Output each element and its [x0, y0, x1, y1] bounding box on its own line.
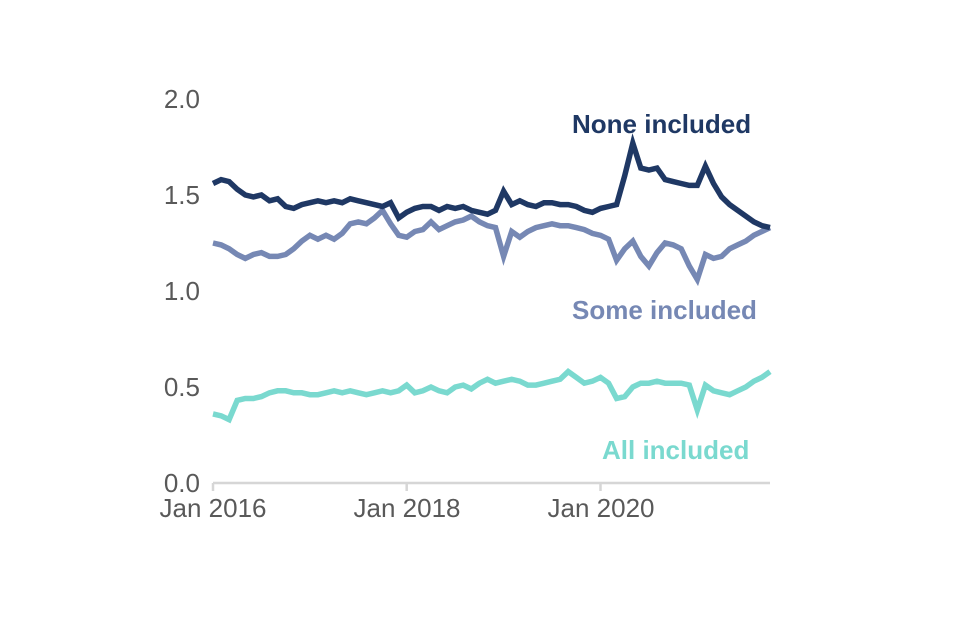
series-label-some-included: Some included — [572, 295, 757, 325]
y-tick-label: 1.5 — [163, 180, 200, 210]
x-tick-label: Jan 2020 — [547, 493, 655, 523]
y-tick-label: 1.0 — [163, 276, 200, 306]
y-tick-label: 2.0 — [163, 84, 200, 114]
y-tick-label: 0.0 — [163, 468, 200, 498]
line-some-included — [212, 206, 772, 287]
x-tick-label: Jan 2018 — [353, 493, 461, 523]
series-label-all-included: All included — [602, 435, 750, 465]
line-all-included — [212, 368, 772, 424]
x-tick-label: Jan 2016 — [159, 493, 267, 523]
y-tick-label: 0.5 — [163, 372, 200, 402]
x-axis-ticks — [211, 483, 602, 491]
line-none-included — [211, 133, 771, 231]
series-label-none-included: None included — [572, 109, 752, 139]
